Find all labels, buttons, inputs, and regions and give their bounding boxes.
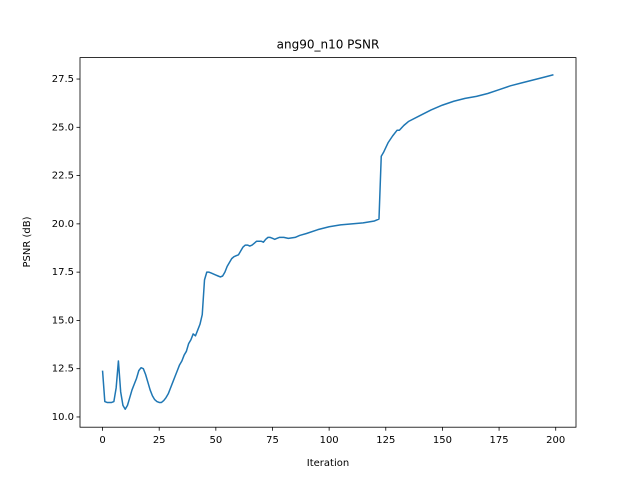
x-tick-label: 25 <box>153 435 166 446</box>
x-axis-label: Iteration <box>307 458 349 469</box>
y-tick-label: 12.5 <box>52 364 74 375</box>
y-axis-label: PSNR (dB) <box>22 216 33 267</box>
y-tick-label: 17.5 <box>52 267 74 278</box>
plot-frame <box>79 57 577 428</box>
y-tick-label: 25.0 <box>52 122 74 133</box>
x-tick-label: 75 <box>266 435 279 446</box>
chart-title: ang90_n10 PSNR <box>277 38 380 52</box>
x-tick-label: 175 <box>490 435 509 446</box>
x-tick-label: 0 <box>99 435 105 446</box>
line <box>101 74 554 410</box>
x-tick-label: 200 <box>546 435 565 446</box>
x-tick-label: 150 <box>433 435 452 446</box>
x-tick-label: 100 <box>320 435 339 446</box>
y-tick-label: 10.0 <box>52 412 74 423</box>
x-tick-label: 50 <box>209 435 222 446</box>
x-tick-label: 125 <box>376 435 395 446</box>
y-tick-label: 22.5 <box>52 171 74 182</box>
y-tick-label: 27.5 <box>52 74 74 85</box>
y-tick-label: 20.0 <box>52 219 74 230</box>
y-tick-label: 15.0 <box>52 315 74 326</box>
